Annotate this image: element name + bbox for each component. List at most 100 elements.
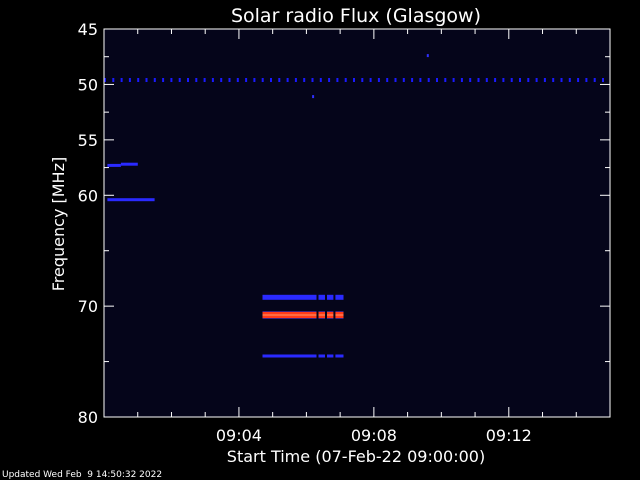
rfi-dash	[577, 78, 580, 82]
rfi-dash	[436, 78, 438, 82]
rfi-dash	[427, 78, 430, 82]
rfi-dash	[568, 78, 571, 82]
rfi-dash	[278, 78, 281, 82]
rfi-dash	[419, 78, 422, 82]
rfi-dash	[245, 78, 248, 82]
rfi-dash	[369, 78, 372, 82]
y-tick-label: 45	[78, 20, 98, 39]
rfi-dash	[469, 78, 472, 82]
rfi-dash	[411, 78, 414, 82]
band-segment	[262, 354, 344, 358]
rfi-dash	[195, 78, 198, 82]
rfi-line-57.3-a	[107, 163, 121, 167]
rfi-dash	[303, 78, 306, 82]
x-tick-label: 09:08	[351, 426, 397, 445]
rfi-dash	[261, 78, 264, 82]
rfi-dash	[178, 78, 181, 82]
band-gap	[316, 311, 319, 319]
band-gap	[325, 353, 327, 359]
rfi-dash	[519, 78, 521, 82]
rfi-dash	[294, 78, 297, 82]
y-tick-label: 80	[78, 408, 98, 427]
rfi-dash	[270, 78, 272, 82]
rfi-dash	[145, 78, 148, 82]
rfi-dash	[494, 78, 497, 82]
rfi-dash	[311, 78, 314, 82]
band-segment	[107, 163, 121, 167]
rfi-dash	[510, 78, 513, 82]
rfi-dash	[394, 78, 397, 82]
band-gap	[316, 353, 319, 359]
rfi-dash	[444, 78, 447, 82]
rfi-dash	[328, 78, 331, 82]
rfi-dash	[344, 78, 347, 82]
rfi-dash	[153, 78, 156, 82]
rfi-dash	[585, 78, 588, 82]
y-tick-label: 60	[78, 186, 98, 205]
rfi-dash	[203, 78, 206, 82]
rfi-dash	[336, 78, 339, 82]
band-gap	[333, 353, 336, 359]
burst-69	[262, 293, 344, 301]
rfi-dash	[128, 78, 131, 82]
band-gap	[316, 293, 319, 301]
rfi-dash	[485, 78, 488, 82]
spectrogram-features	[104, 78, 604, 359]
burst-70.8	[262, 311, 344, 319]
band-gap	[333, 293, 336, 301]
rfi-dash	[353, 78, 355, 82]
rfi-dash	[527, 78, 530, 82]
rfi-dash	[253, 78, 256, 82]
rfi-dash	[552, 78, 555, 82]
band-gap	[333, 311, 336, 319]
band-segment	[107, 198, 155, 202]
band-gap	[325, 293, 327, 301]
rfi-dash	[236, 78, 239, 82]
rfi-dash	[402, 78, 405, 82]
plot-background	[104, 29, 610, 417]
rfi-dash	[543, 78, 546, 82]
rfi-line-60.5	[107, 198, 155, 202]
rfi-dash	[162, 78, 165, 82]
rfi-dash	[104, 78, 106, 82]
rfi-dash	[602, 78, 604, 82]
rfi-dash	[560, 78, 563, 82]
rfi-dash	[228, 78, 231, 82]
rfi-dash	[593, 78, 596, 82]
updated-timestamp: Updated Wed Feb 9 14:50:32 2022	[2, 470, 162, 480]
y-tick-label: 50	[78, 75, 98, 94]
rfi-dash	[535, 78, 538, 82]
rfi-dash	[211, 78, 214, 82]
rfi-dash	[286, 78, 289, 82]
rfi-dash	[112, 78, 115, 82]
rfi-dash	[460, 78, 463, 82]
speck	[426, 54, 429, 58]
y-axis-title: Frequency [MHz]	[49, 157, 68, 291]
rfi-dash	[361, 78, 364, 82]
rfi-dash	[220, 78, 223, 82]
rfi-dash	[386, 78, 389, 82]
y-axis: 45 50 55 60 70 80	[78, 20, 610, 427]
rfi-dash	[477, 78, 480, 82]
rfi-dash	[137, 78, 140, 82]
rfi-dash	[502, 78, 505, 82]
x-tick-label: 09:04	[216, 426, 262, 445]
rfi-dash	[377, 78, 380, 82]
x-axis-title: Start Time (07-Feb-22 09:00:00)	[227, 447, 485, 466]
spectrogram-specks	[312, 54, 429, 99]
rfi-line-57.3-b	[120, 162, 138, 166]
band-gap	[325, 311, 327, 319]
rfi-dash	[319, 78, 322, 82]
rfi-dash	[452, 78, 455, 82]
band-segment	[262, 294, 344, 300]
rfi-dash	[120, 78, 123, 82]
burst-peak	[262, 314, 344, 316]
speck	[312, 95, 315, 99]
y-tick-label: 70	[78, 297, 98, 316]
x-tick-label: 09:12	[486, 426, 532, 445]
y-tick-label: 55	[78, 131, 98, 150]
x-axis: 09:04 09:08 09:12	[137, 29, 577, 445]
chart-title: Solar radio Flux (Glasgow)	[231, 5, 481, 27]
burst-74.5	[262, 353, 344, 359]
